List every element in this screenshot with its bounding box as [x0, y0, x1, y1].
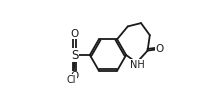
Text: Cl: Cl: [67, 75, 76, 85]
Text: NH: NH: [130, 60, 145, 70]
Text: O: O: [70, 72, 79, 81]
Text: O: O: [155, 44, 163, 54]
Text: S: S: [71, 49, 78, 61]
Text: O: O: [70, 29, 79, 38]
